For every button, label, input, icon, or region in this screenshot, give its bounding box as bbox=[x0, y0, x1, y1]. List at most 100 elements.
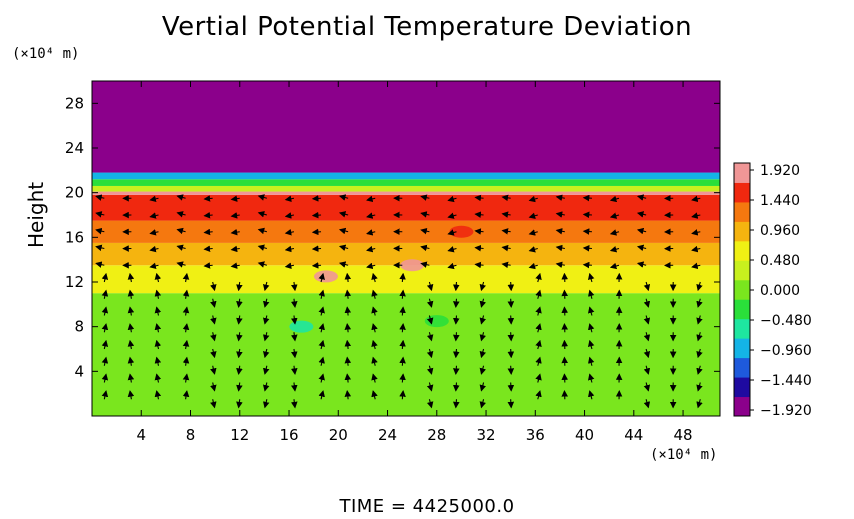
wind-arrow bbox=[344, 339, 352, 350]
wind-arrow bbox=[149, 212, 159, 219]
wind-arrow bbox=[338, 227, 349, 235]
heatmap-band bbox=[92, 194, 720, 221]
x-tick-label: 24 bbox=[378, 426, 397, 444]
wind-arrow bbox=[452, 365, 460, 375]
wind-arrow bbox=[210, 365, 217, 375]
colorbar-swatch bbox=[734, 299, 750, 320]
wind-arrow bbox=[318, 356, 325, 366]
wind-arrow bbox=[154, 339, 162, 350]
wind-arrow bbox=[230, 212, 240, 219]
wind-arrow bbox=[371, 272, 378, 283]
wind-arrow bbox=[338, 211, 349, 218]
colorbar-label: 0.480 bbox=[760, 253, 800, 269]
heatmap-band bbox=[92, 220, 720, 243]
wind-arrow bbox=[149, 262, 159, 270]
wind-arrow bbox=[696, 315, 703, 325]
wind-arrow bbox=[338, 194, 349, 201]
wind-arrow bbox=[318, 339, 325, 350]
wind-arrow bbox=[528, 262, 538, 270]
wind-arrow bbox=[284, 262, 295, 269]
x-tick-label: 32 bbox=[476, 426, 495, 444]
wind-arrow bbox=[210, 399, 217, 409]
wind-arrow bbox=[691, 229, 701, 236]
wind-arrow bbox=[447, 212, 457, 219]
colorbar-label: −1.920 bbox=[760, 403, 812, 419]
wind-arrow bbox=[643, 298, 651, 308]
colorbar-label: 1.440 bbox=[760, 193, 800, 209]
wind-arrow bbox=[371, 339, 378, 350]
wind-arrow bbox=[236, 315, 243, 325]
wind-arrow bbox=[236, 281, 243, 292]
wind-arrow bbox=[154, 373, 162, 383]
wind-arrow bbox=[479, 281, 487, 292]
wind-arrow bbox=[344, 272, 352, 283]
wind-arrow bbox=[479, 365, 487, 375]
wind-arrow bbox=[399, 339, 406, 350]
wind-arrow bbox=[528, 212, 538, 219]
heatmap-feature bbox=[289, 320, 314, 333]
wind-arrow bbox=[182, 339, 190, 350]
wind-arrow bbox=[528, 195, 538, 203]
wind-arrow bbox=[236, 298, 243, 308]
wind-arrow bbox=[609, 212, 620, 219]
wind-arrow bbox=[366, 212, 376, 219]
wind-arrow bbox=[452, 298, 460, 308]
colorbar-swatch bbox=[734, 318, 750, 339]
wind-arrow bbox=[366, 262, 376, 270]
wind-arrow bbox=[127, 306, 135, 316]
wind-arrow bbox=[154, 272, 162, 283]
wind-arrow bbox=[154, 289, 162, 299]
x-tick-label: 12 bbox=[230, 426, 249, 444]
wind-arrow bbox=[507, 348, 515, 359]
heatmap-feature bbox=[424, 315, 449, 328]
wind-arrow bbox=[691, 262, 701, 270]
wind-arrow bbox=[127, 339, 135, 350]
wind-arrow bbox=[535, 306, 542, 316]
wind-arrow bbox=[587, 373, 595, 383]
wind-arrow bbox=[452, 281, 460, 292]
wind-arrow bbox=[696, 382, 703, 392]
wind-arrow bbox=[555, 211, 565, 218]
wind-arrow bbox=[338, 244, 349, 251]
colorbar-label: −0.480 bbox=[760, 313, 812, 329]
y-tick-label: 20 bbox=[65, 184, 84, 202]
x-axis-unit: (×10⁴ m) bbox=[650, 447, 718, 463]
wind-arrow bbox=[452, 332, 460, 342]
wind-arrow bbox=[230, 228, 240, 236]
x-tick-label: 28 bbox=[427, 426, 446, 444]
wind-arrow bbox=[95, 227, 105, 235]
colorbar-swatch bbox=[734, 182, 750, 203]
x-tick-label: 4 bbox=[136, 426, 146, 444]
wind-arrow bbox=[284, 195, 295, 202]
wind-arrow bbox=[311, 211, 322, 219]
colorbar-swatch bbox=[734, 221, 750, 242]
wind-arrow bbox=[479, 332, 487, 342]
wind-arrow bbox=[366, 245, 376, 253]
wind-arrow bbox=[609, 229, 620, 236]
wind-arrow bbox=[230, 245, 240, 253]
wind-arrow bbox=[555, 261, 565, 269]
wind-vectors bbox=[95, 194, 703, 409]
wind-arrow bbox=[609, 246, 620, 253]
wind-arrow bbox=[643, 399, 651, 409]
wind-arrow bbox=[127, 272, 135, 283]
wind-arrow bbox=[587, 306, 595, 316]
wind-arrow bbox=[149, 245, 159, 253]
wind-arrow bbox=[154, 306, 162, 316]
y-tick-label: 16 bbox=[65, 228, 84, 246]
wind-arrow bbox=[426, 382, 434, 392]
wind-arrow bbox=[291, 332, 298, 342]
wind-arrow bbox=[210, 382, 217, 392]
heatmap-band bbox=[92, 179, 720, 186]
wind-arrow bbox=[95, 244, 105, 252]
wind-arrow bbox=[127, 356, 135, 366]
wind-arrow bbox=[587, 356, 595, 366]
wind-arrow bbox=[176, 194, 186, 201]
wind-arrow bbox=[535, 339, 542, 350]
wind-arrow bbox=[262, 281, 270, 292]
colorbar-swatch bbox=[734, 163, 750, 183]
y-axis-unit: (×10⁴ m) bbox=[12, 46, 80, 62]
x-tick-label: 20 bbox=[329, 426, 348, 444]
wind-arrow bbox=[399, 390, 406, 400]
colorbar-label: 1.920 bbox=[760, 163, 800, 179]
